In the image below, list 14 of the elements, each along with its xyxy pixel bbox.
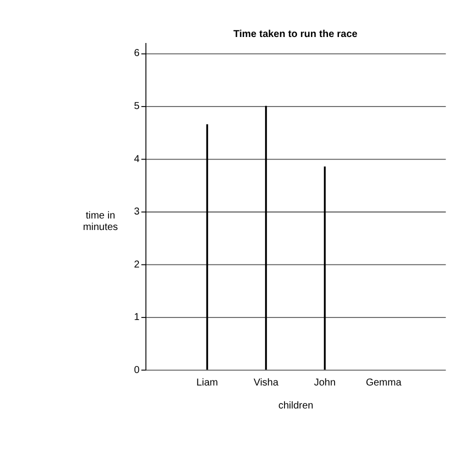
y-tick-label: 4	[134, 154, 140, 165]
y-tick-label: 0	[134, 364, 140, 376]
y-tick-label: 2	[134, 259, 140, 270]
y-tick-label: 5	[134, 101, 140, 112]
y-tick-label: 6	[134, 48, 140, 60]
y-tick-label: 1	[134, 312, 140, 324]
y-axis-title: time in minutes	[82, 210, 118, 234]
x-tick-label: John	[314, 378, 336, 389]
y-tick-label: 3	[134, 206, 140, 218]
x-tick-label: Liam	[196, 378, 218, 389]
chart-title: Time taken to run the race	[233, 29, 358, 40]
x-axis-title: children	[278, 400, 314, 412]
x-tick-label: Visha	[254, 378, 279, 389]
x-tick-label: Gemma	[366, 378, 402, 389]
